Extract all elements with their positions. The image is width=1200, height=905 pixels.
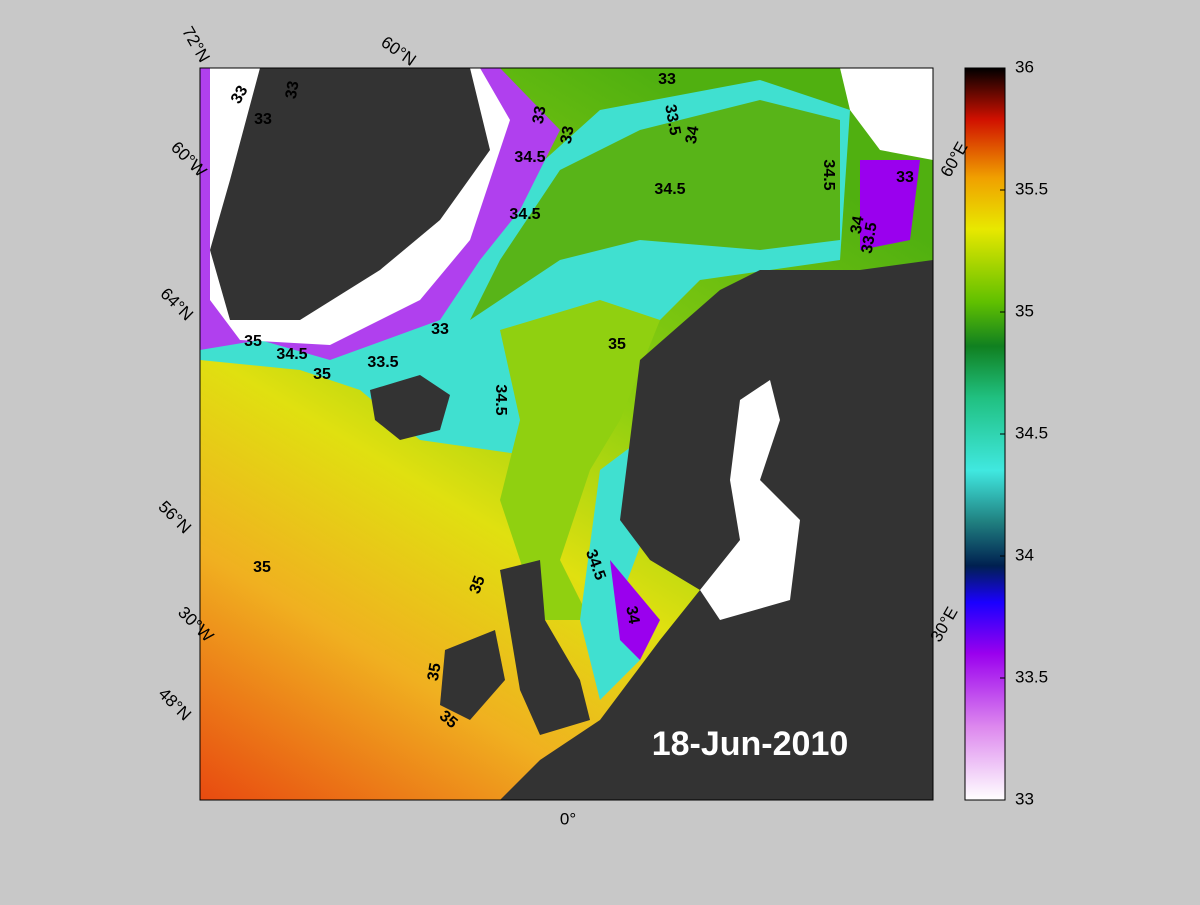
contour-label: 35: [608, 336, 626, 353]
ireland: [440, 630, 505, 720]
contour-label: 33: [530, 105, 550, 126]
contour-label: 34.5: [492, 384, 509, 415]
contour-label: 33: [658, 71, 676, 88]
fresh-water: [610, 560, 660, 660]
iceland: [370, 375, 450, 440]
contour-label: 35: [313, 366, 331, 383]
colorbar-tick-label: 35.5: [1015, 179, 1048, 198]
contour-label: 33.5: [367, 354, 398, 371]
greenland: [210, 68, 490, 320]
ice: [840, 68, 933, 160]
great-britain: [500, 560, 590, 735]
contour-label: 33: [558, 125, 578, 146]
contour-label: 34.5: [654, 181, 685, 198]
baltic: [700, 380, 800, 620]
graticule-label: 72°N: [178, 23, 213, 65]
contour-label: 35: [467, 574, 489, 597]
graticule-label: 64°N: [157, 284, 197, 324]
central-water: [500, 300, 660, 620]
contour-label: 33.5: [661, 103, 683, 137]
contour-label: 33: [896, 169, 914, 186]
contour-label: 33: [228, 83, 252, 107]
colorbar-tick-label: 35: [1015, 301, 1034, 320]
green-water: [470, 100, 840, 320]
colorbar: [964, 67, 1006, 801]
fresh-water: [860, 160, 920, 250]
contour-label: 34.5: [276, 346, 307, 363]
contour-label: 33.5: [859, 221, 881, 255]
contour-label: 35: [244, 333, 262, 350]
contour-label: 34.5: [820, 159, 837, 190]
contour-label: 33: [431, 321, 449, 338]
graticule-label: 60°N: [378, 32, 420, 69]
map-frame: [199, 67, 934, 801]
date-label: 18-Jun-2010: [652, 725, 849, 763]
colorbar-tick-label: 36: [1015, 57, 1034, 76]
colorbar-tick-label: 33: [1015, 789, 1034, 808]
contour-label: 34.5: [514, 149, 545, 166]
contour-label: 34: [683, 125, 703, 146]
contour-label: 35: [253, 559, 271, 576]
map: [200, 68, 933, 800]
graticule-label: 56°N: [155, 497, 195, 537]
colorbar-tick-label: 33.5: [1015, 667, 1048, 686]
graticule-label: 48°N: [155, 684, 195, 724]
scandinavia: [500, 260, 933, 800]
colorbar-tick-label: 34: [1015, 545, 1034, 564]
graticule-label: 0°: [560, 809, 576, 828]
contour-label: 33: [254, 111, 272, 128]
contour-label: 35: [425, 662, 445, 683]
colorbar-tick-label: 34.5: [1015, 423, 1048, 442]
contour-label: 34.5: [509, 206, 540, 223]
contour-label: 34: [848, 215, 868, 236]
contour-label: 33: [283, 80, 303, 101]
contour-label: 34: [622, 605, 642, 626]
